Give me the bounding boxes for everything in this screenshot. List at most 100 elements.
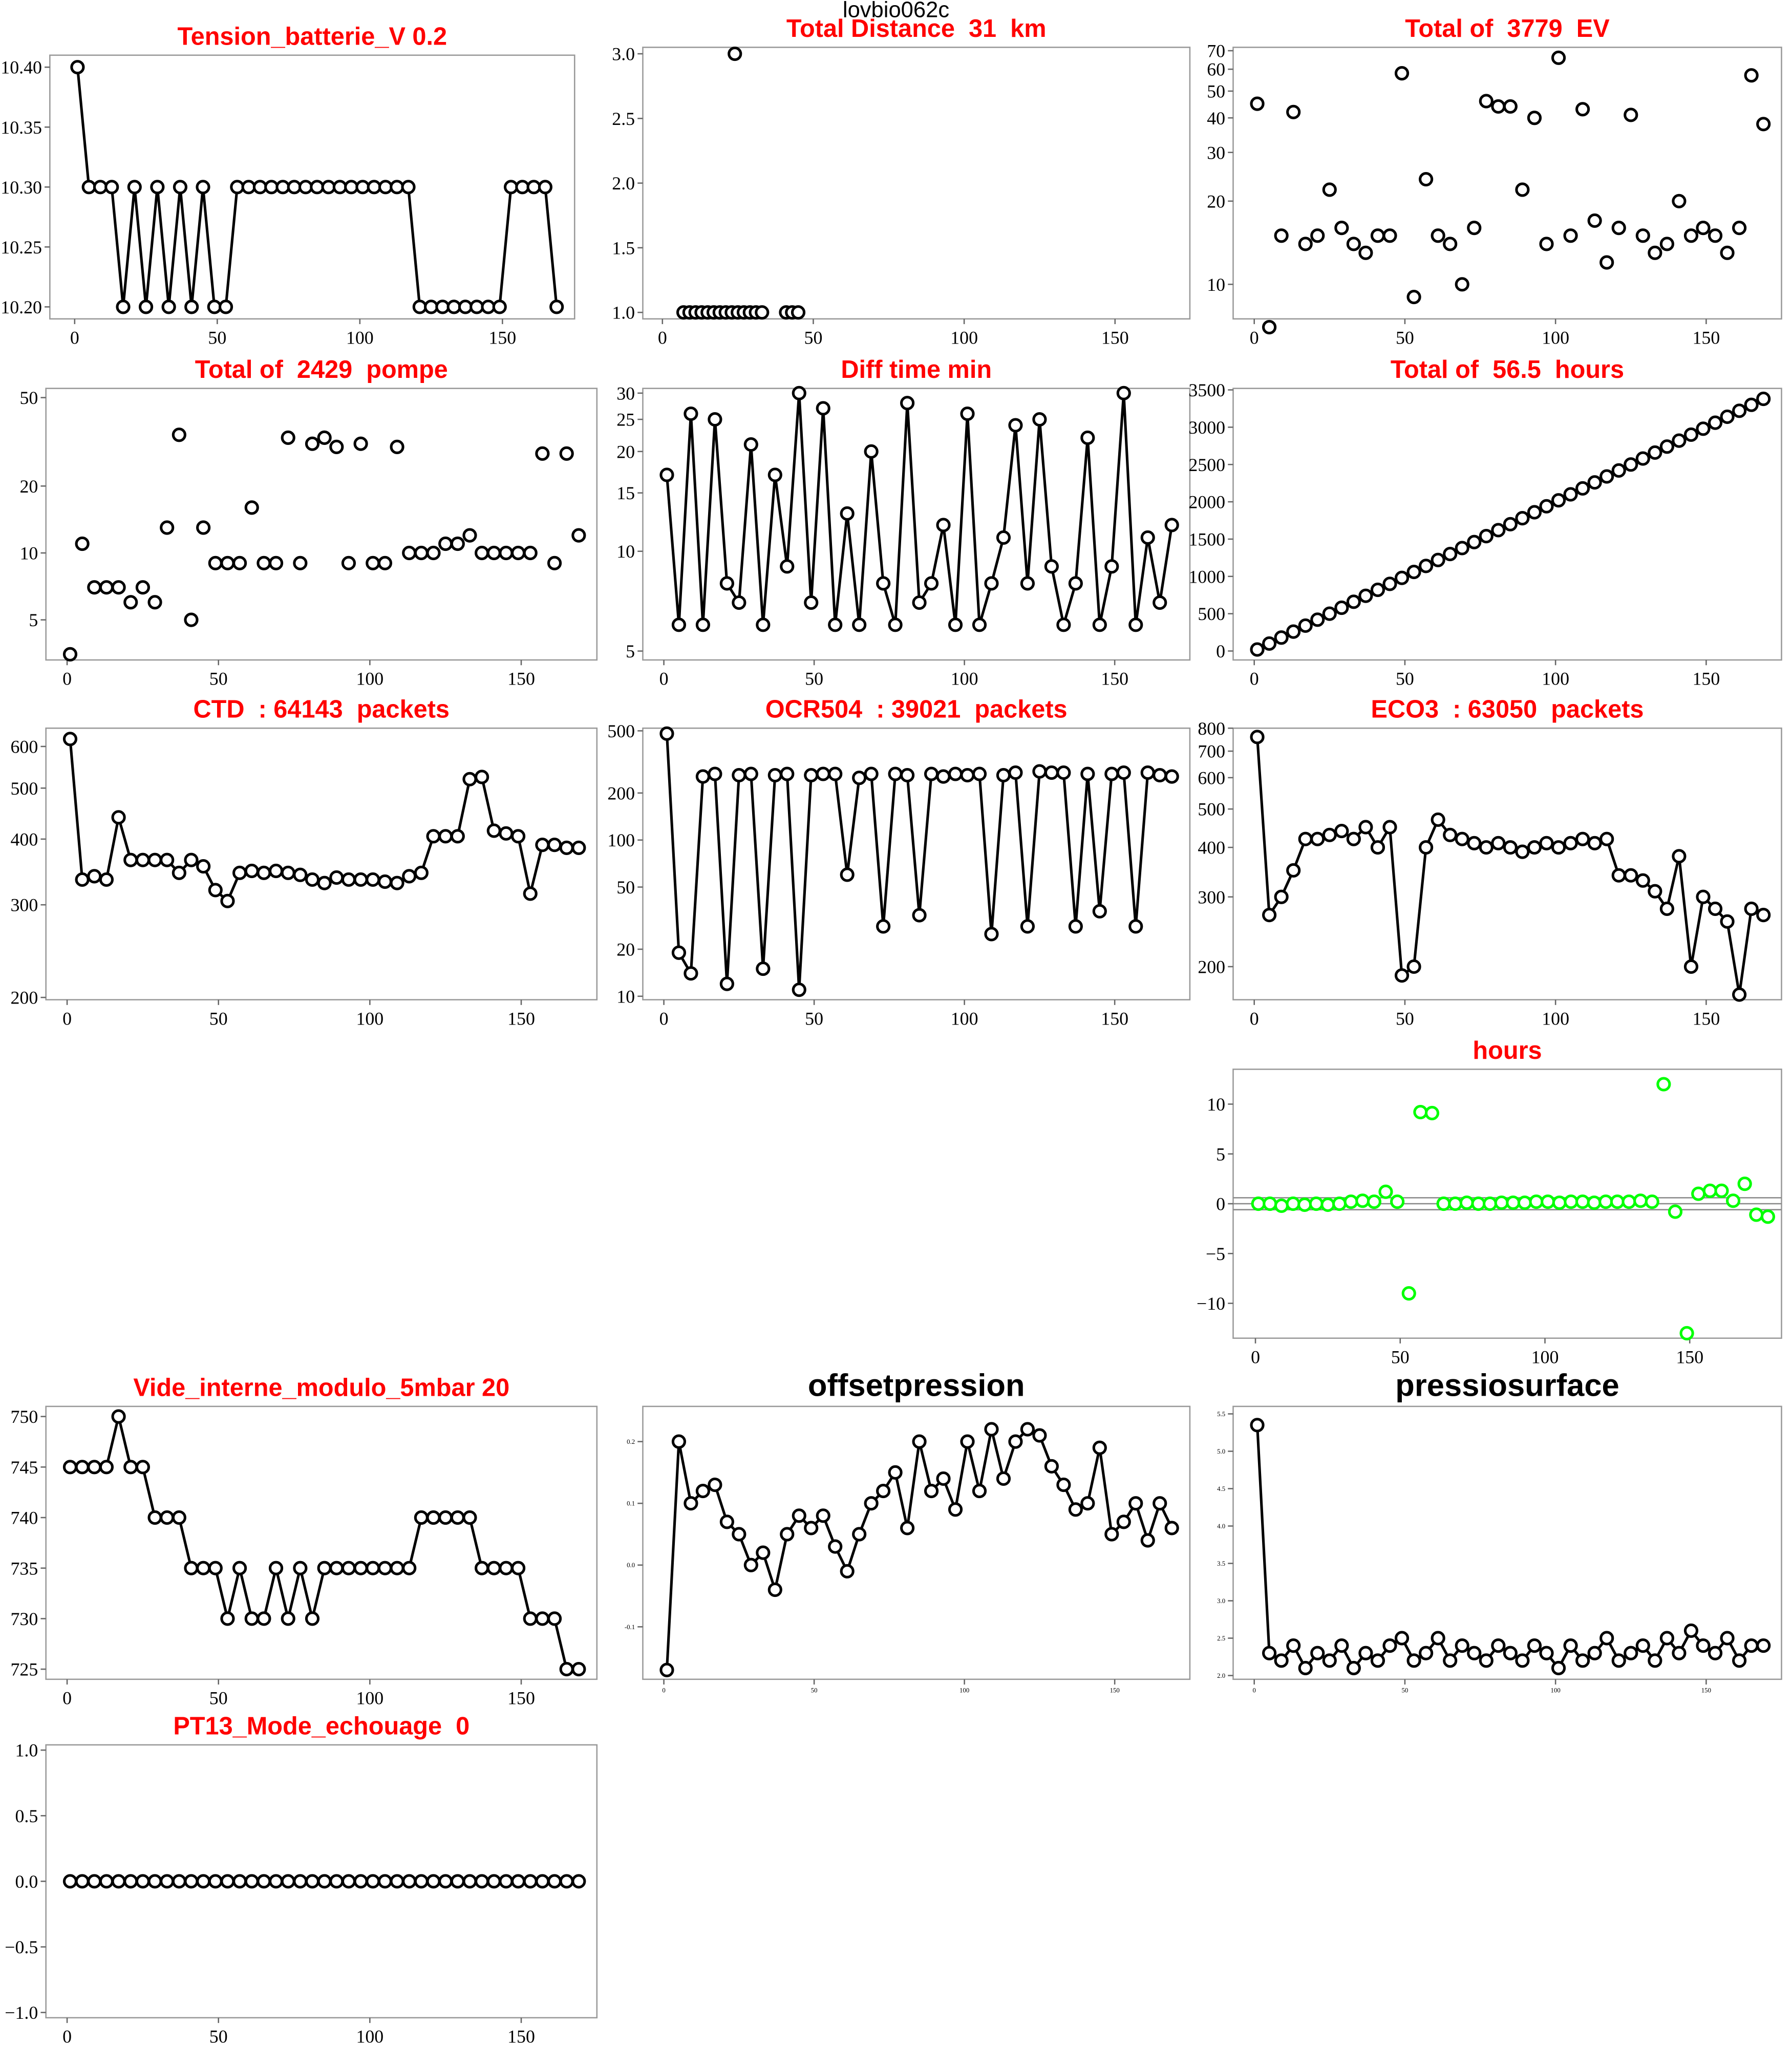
- point: [462, 772, 477, 786]
- point: [1455, 1638, 1469, 1653]
- point: [99, 580, 114, 595]
- point: [1503, 517, 1518, 531]
- x-tick-label: 100: [1551, 1687, 1561, 1694]
- point: [1322, 827, 1337, 842]
- point: [208, 1561, 223, 1575]
- point: [756, 617, 771, 632]
- point: [912, 908, 927, 923]
- point: [510, 1874, 526, 1889]
- point: [1068, 576, 1083, 591]
- point: [1563, 836, 1578, 850]
- point: [1370, 582, 1385, 598]
- point: [257, 1874, 271, 1889]
- point: [281, 865, 295, 880]
- point: [743, 1558, 758, 1572]
- plot-frame: [1232, 1405, 1782, 1680]
- point: [1599, 255, 1614, 270]
- point: [1346, 594, 1361, 609]
- x-tick-label: 100: [1542, 327, 1569, 348]
- point: [281, 430, 295, 445]
- point: [244, 1874, 259, 1889]
- point: [1635, 228, 1650, 243]
- point: [499, 1874, 514, 1889]
- y-tick-label: −1.0: [5, 2002, 38, 2023]
- point: [317, 1561, 332, 1575]
- point: [257, 865, 271, 880]
- point: [317, 876, 332, 890]
- point: [1413, 1104, 1428, 1120]
- x-tick-label: 150: [1692, 327, 1720, 348]
- x-tick-label: 150: [1101, 669, 1128, 689]
- point: [281, 1874, 295, 1889]
- point: [510, 829, 526, 844]
- point: [414, 545, 429, 561]
- point: [1153, 1496, 1167, 1511]
- point: [1406, 564, 1421, 580]
- point: [355, 180, 370, 195]
- point: [230, 180, 245, 195]
- point: [816, 1508, 830, 1523]
- point: [435, 300, 450, 314]
- point: [341, 1874, 356, 1889]
- point: [1080, 430, 1095, 445]
- chart-title: PT13_Mode_echouage 0: [173, 1712, 470, 1740]
- point: [1419, 172, 1434, 187]
- point: [1708, 901, 1723, 916]
- x-tick-label: 50: [209, 669, 228, 689]
- point: [138, 300, 154, 314]
- x-tick-label: 150: [488, 327, 516, 348]
- point: [241, 180, 256, 195]
- point: [1104, 766, 1119, 781]
- point: [732, 767, 746, 783]
- point: [1645, 1194, 1659, 1209]
- point: [135, 852, 150, 867]
- point: [1624, 108, 1638, 122]
- point: [341, 1561, 356, 1575]
- point: [804, 1521, 819, 1535]
- point: [900, 396, 915, 411]
- point: [523, 886, 538, 901]
- point: [1443, 827, 1458, 842]
- point: [1529, 1194, 1544, 1209]
- x-tick-label: 0: [1250, 669, 1259, 689]
- point: [1683, 427, 1699, 442]
- chart-title: OCR504 : 39021 packets: [765, 696, 1068, 723]
- point: [281, 1611, 295, 1626]
- point: [1720, 1631, 1735, 1646]
- y-tick-label: 30: [616, 383, 635, 403]
- point: [1092, 1440, 1107, 1455]
- point: [671, 617, 687, 632]
- point: [1599, 831, 1614, 846]
- point: [426, 1874, 441, 1889]
- point: [708, 766, 722, 781]
- point: [1683, 959, 1699, 974]
- x-tick-label: 100: [1542, 1008, 1569, 1029]
- x-tick-label: 0: [659, 669, 669, 689]
- point: [1515, 1653, 1530, 1668]
- point: [1459, 1195, 1474, 1210]
- point: [446, 300, 461, 314]
- point: [1527, 111, 1542, 125]
- point: [99, 1874, 114, 1889]
- point: [1250, 1418, 1265, 1433]
- point: [1598, 1194, 1613, 1209]
- point: [462, 1510, 477, 1525]
- plot-frame: [642, 388, 1191, 661]
- point: [972, 766, 987, 781]
- point: [1153, 767, 1167, 783]
- point: [111, 810, 126, 825]
- point: [486, 545, 501, 561]
- point: [1358, 1646, 1373, 1660]
- point: [377, 556, 393, 570]
- point: [353, 436, 368, 451]
- point: [1394, 66, 1410, 81]
- point: [743, 766, 758, 781]
- point: [1503, 840, 1518, 855]
- point: [780, 1527, 795, 1542]
- point: [828, 617, 843, 632]
- point: [1648, 1653, 1662, 1668]
- x-tick-label: 0: [62, 2026, 72, 2047]
- point: [1116, 1514, 1131, 1529]
- point: [828, 1539, 843, 1554]
- point: [743, 437, 758, 452]
